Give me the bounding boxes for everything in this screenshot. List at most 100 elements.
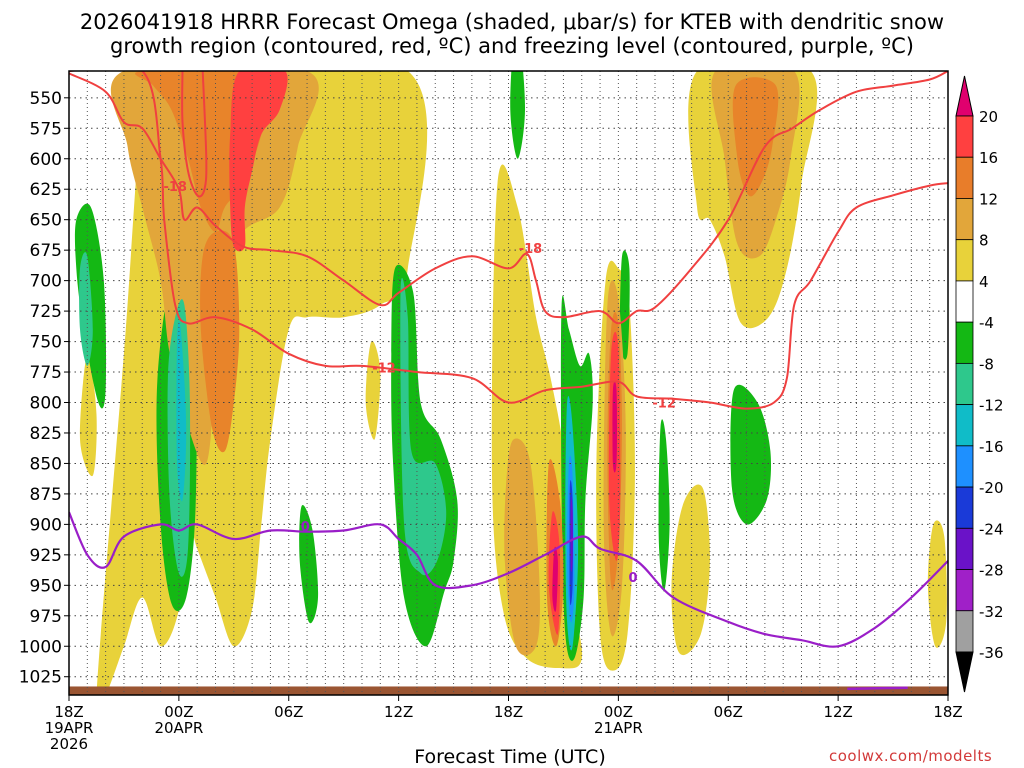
- colorbar-label: -12: [979, 397, 1004, 415]
- y-axis: 550 575 600 625 650 675 700 725 750 775 800 825 850 8…: [19, 89, 69, 688]
- colorbar-label: 20: [979, 108, 998, 126]
- colorbar-top-arrow: [955, 75, 974, 117]
- colorbar-swatch: [955, 362, 974, 406]
- omega-region-pos16: [229, 71, 288, 252]
- y-tick-label: 975: [30, 607, 62, 627]
- freezing-level-label: 0: [629, 571, 638, 586]
- omega-region-neg12: [176, 321, 187, 502]
- y-tick-label: 900: [30, 515, 62, 535]
- colorbar-bottom-arrow: [955, 651, 974, 693]
- colorbar-label: -36: [979, 644, 1004, 662]
- dgz-contour-label: -12: [652, 397, 676, 412]
- x-tick-label: 20APR: [154, 719, 203, 737]
- omega-region-pos4: [671, 484, 710, 656]
- colorbar-label: 8: [979, 232, 989, 250]
- x-tick-label: 18Z: [54, 703, 83, 721]
- contour-labels: -18 -18 -12 -12 0 0: [163, 180, 676, 586]
- colorbar-swatch: [955, 404, 974, 447]
- chart-title-line2: growth region (contoured, red, ºC) and f…: [110, 34, 914, 58]
- omega-region-neg24: [570, 496, 573, 573]
- x-tick-label: 00Z: [164, 703, 193, 721]
- y-tick-label: 850: [30, 454, 62, 474]
- colorbar-swatch: [955, 527, 974, 570]
- terrain-bar: [69, 686, 948, 695]
- colorbar-label: -4: [979, 314, 994, 332]
- y-tick-label: 925: [30, 546, 62, 566]
- omega-region-pos4: [365, 340, 381, 440]
- x-tick-label: 00Z: [604, 703, 633, 721]
- colorbar-swatch: [955, 239, 974, 282]
- omega-region-pos12: [732, 77, 779, 197]
- y-tick-label: 650: [30, 211, 62, 231]
- x-axis-label: Forecast Time (UTC): [414, 746, 606, 768]
- colorbar-label: -20: [979, 479, 1004, 497]
- x-tick-label: 18Z: [933, 703, 962, 721]
- colorbar-swatch: [955, 569, 974, 612]
- colorbar-label: 12: [979, 190, 998, 208]
- omega-region-neg4: [730, 384, 772, 525]
- colorbar-swatch: [955, 198, 974, 241]
- colorbar-swatch: [955, 280, 974, 323]
- y-tick-label: 875: [30, 485, 62, 505]
- omega-region-neg4: [299, 505, 319, 624]
- x-tick-label: 18Z: [494, 703, 523, 721]
- x-tick-label: 12Z: [823, 703, 852, 721]
- y-tick-label: 725: [30, 302, 62, 322]
- colorbar-label: 16: [979, 149, 998, 167]
- terrain-fill: [69, 686, 948, 695]
- source-credit[interactable]: coolwx.com/modelts: [829, 747, 993, 765]
- colorbar-swatch: [955, 486, 974, 529]
- omega-region-neg8: [79, 252, 93, 366]
- chart-title-line1: 2026041918 HRRR Forecast Omega (shaded, …: [79, 10, 945, 34]
- colorbar-swatch: [955, 610, 974, 653]
- colorbar-label: 4: [979, 273, 989, 291]
- omega-region-neg4: [510, 71, 526, 159]
- dgz-contour-label: -18: [519, 242, 543, 257]
- y-tick-label: 950: [30, 576, 62, 596]
- colorbar-label: -28: [979, 562, 1004, 580]
- y-tick-label: 625: [30, 180, 62, 200]
- omega-region-neg4: [658, 419, 670, 592]
- y-tick-label: 575: [30, 119, 62, 139]
- freezing-level-line: [69, 511, 948, 648]
- colorbar-label: -24: [979, 520, 1004, 538]
- colorbar-swatch: [955, 321, 974, 364]
- x-tick-label: 12Z: [384, 703, 413, 721]
- dgz-contour-line: [69, 71, 948, 410]
- y-tick-label: 550: [30, 89, 62, 109]
- y-tick-label: 1025: [19, 668, 62, 688]
- freezing-level-label: 0: [301, 520, 310, 535]
- y-tick-label: 825: [30, 424, 62, 444]
- omega-region-pos8: [504, 438, 540, 656]
- colorbar-swatch: [955, 445, 974, 488]
- colorbar-label: -32: [979, 603, 1004, 621]
- omega-region-pos20: [612, 381, 618, 473]
- x-tick-label: 06Z: [274, 703, 303, 721]
- y-tick-label: 1000: [19, 637, 62, 657]
- y-tick-label: 700: [30, 272, 62, 292]
- dgz-contour-line: [69, 71, 948, 325]
- x-tick-label: 2026: [50, 735, 88, 753]
- freezing-level-segment: [847, 686, 908, 691]
- dgz-contour-label: -12: [372, 361, 396, 376]
- omega-region-pos20: [552, 546, 558, 612]
- omega-region-neg4: [619, 250, 630, 360]
- y-tick-label: 675: [30, 241, 62, 261]
- colorbar-label: -16: [979, 438, 1004, 456]
- dgz-contour-line: [181, 71, 208, 198]
- colorbar: 20 16 12 8 4 -4 -8 -12 -16 -20 -24 -28 -32 -36: [955, 75, 1004, 693]
- y-tick-label: 800: [30, 394, 62, 414]
- x-tick-label: 21APR: [594, 719, 643, 737]
- colorbar-label: -8: [979, 355, 994, 373]
- omega-region-pos4: [79, 353, 97, 477]
- y-tick-label: 600: [30, 150, 62, 170]
- y-tick-label: 750: [30, 333, 62, 353]
- omega-region-neg8: [400, 277, 447, 576]
- contour-lines: [69, 71, 948, 691]
- x-tick-label: 06Z: [714, 703, 743, 721]
- y-tick-label: 775: [30, 363, 62, 383]
- dgz-contour-label: -18: [163, 180, 187, 195]
- colorbar-swatch: [955, 156, 974, 199]
